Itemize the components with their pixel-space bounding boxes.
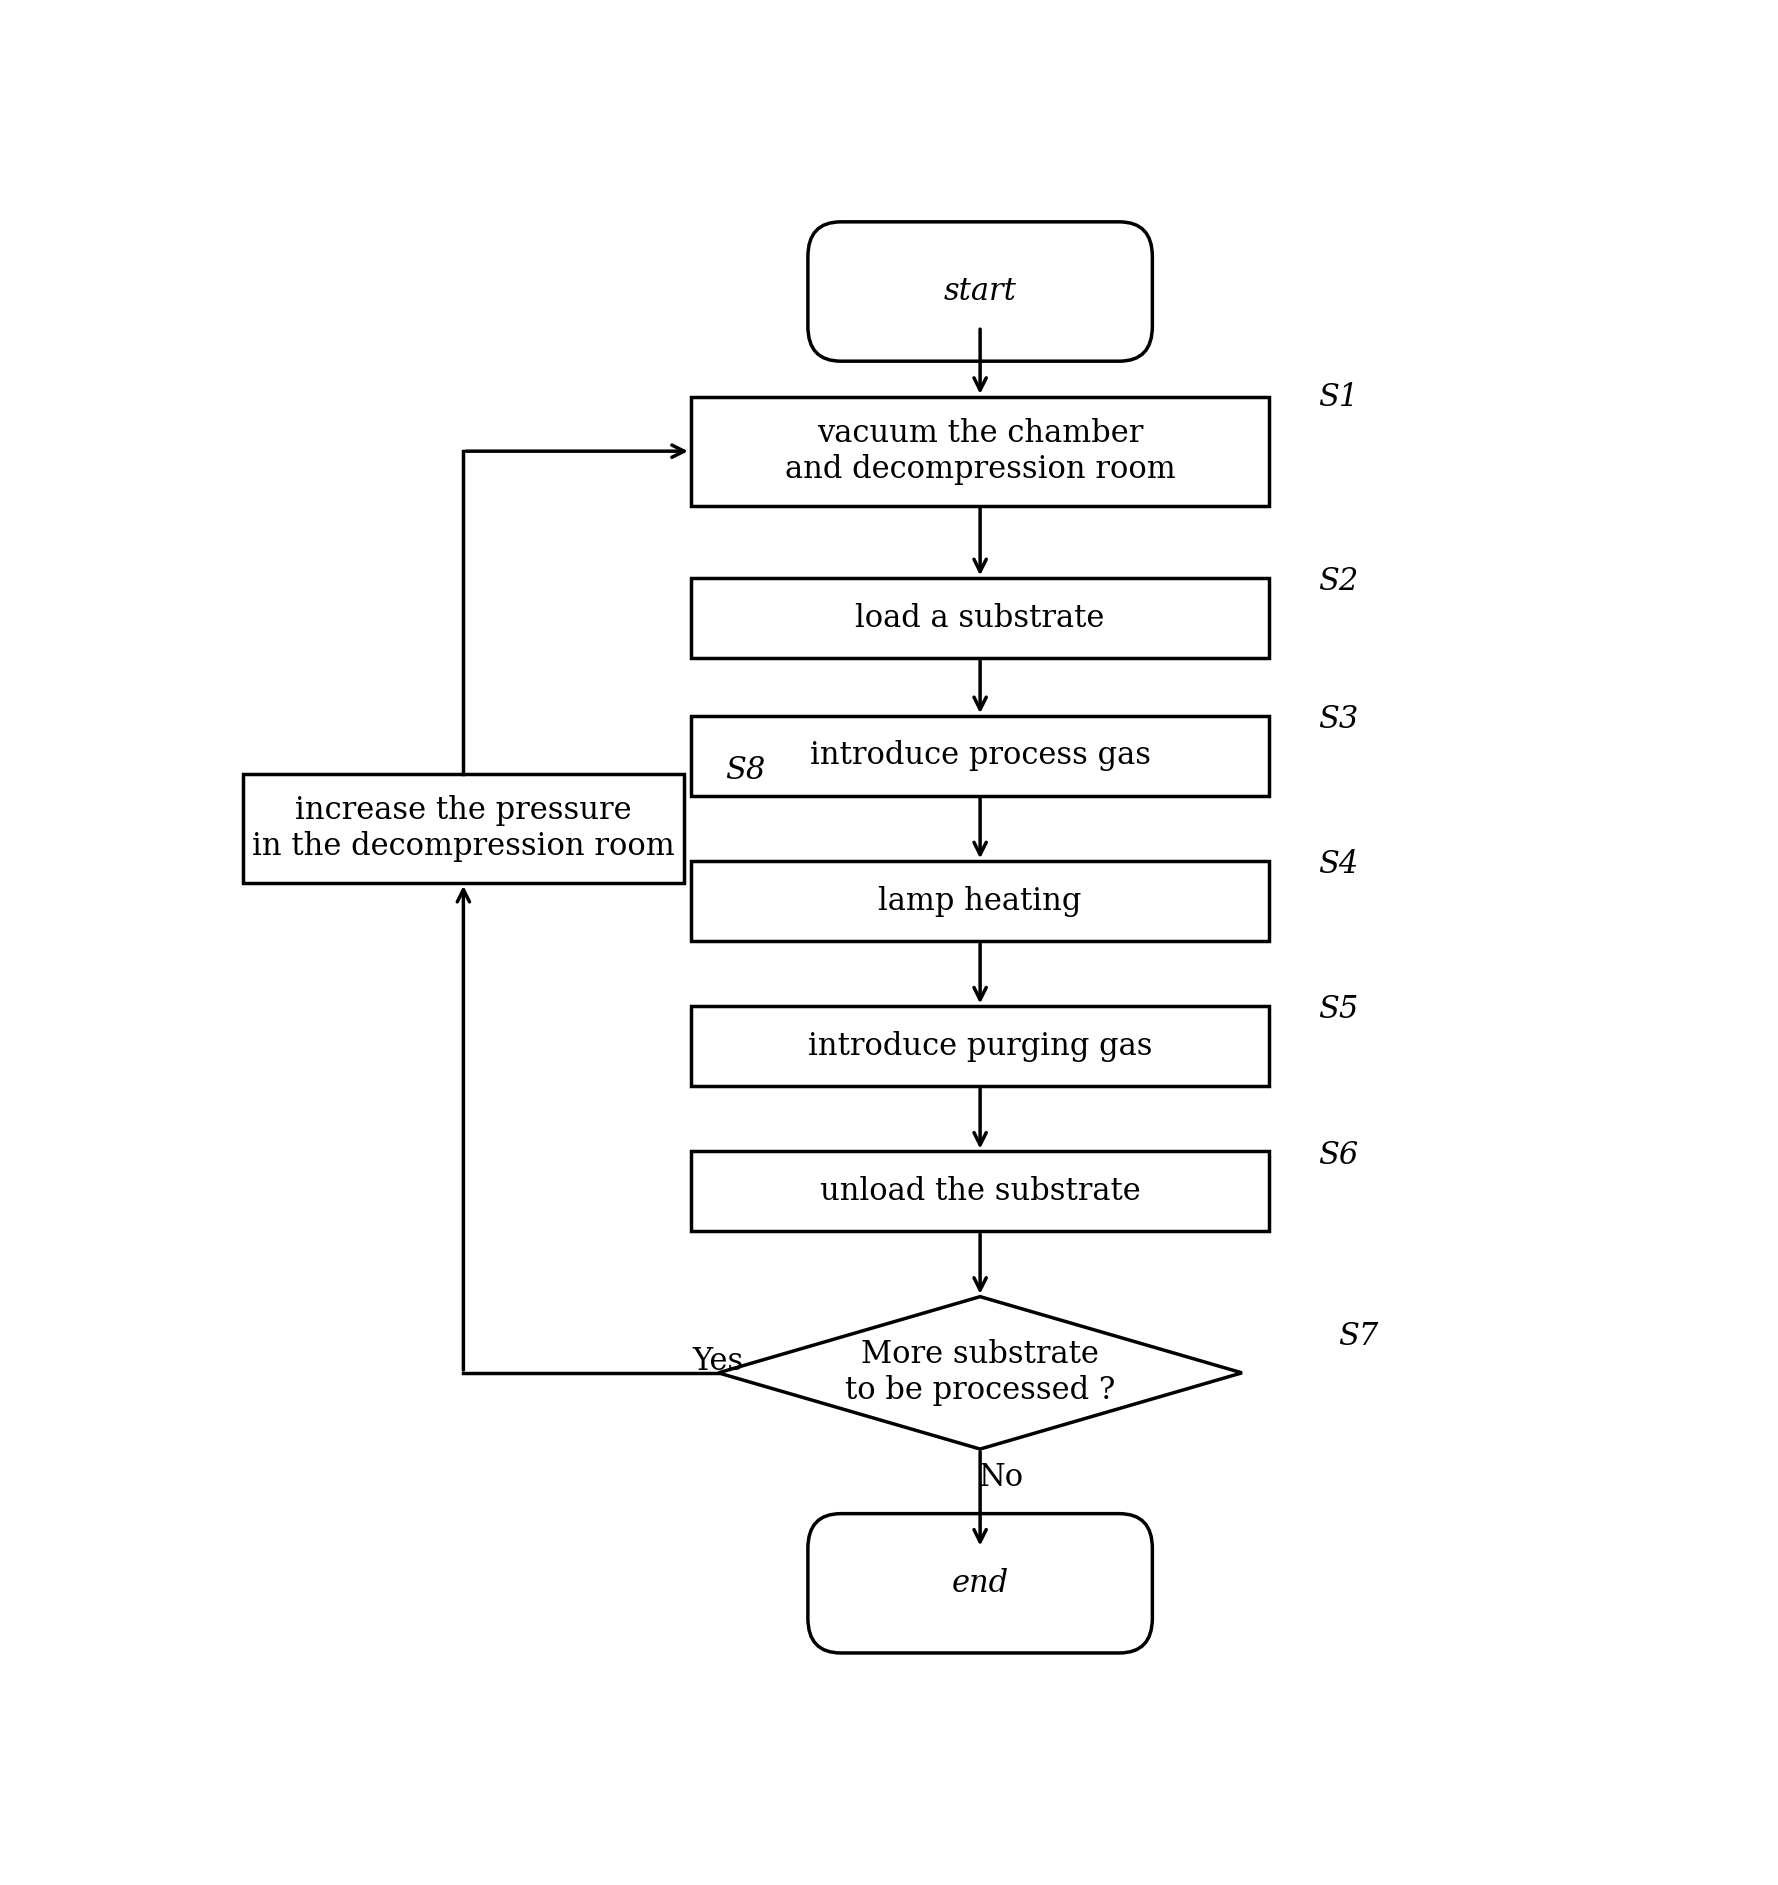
Bar xyxy=(692,1152,1269,1231)
Bar xyxy=(692,1007,1269,1086)
Text: introduce process gas: introduce process gas xyxy=(809,741,1150,771)
Text: introduce purging gas: introduce purging gas xyxy=(807,1031,1152,1061)
Text: S8: S8 xyxy=(725,756,766,786)
Bar xyxy=(692,579,1269,658)
Text: S3: S3 xyxy=(1317,705,1358,735)
Polygon shape xyxy=(718,1297,1241,1450)
Text: More substrate
to be processed ?: More substrate to be processed ? xyxy=(845,1340,1115,1406)
Bar xyxy=(692,396,1269,505)
Text: S5: S5 xyxy=(1317,995,1358,1025)
Text: S2: S2 xyxy=(1317,566,1358,598)
Bar xyxy=(692,716,1269,795)
Text: S7: S7 xyxy=(1339,1321,1378,1352)
Text: load a substrate: load a substrate xyxy=(855,603,1104,633)
Bar xyxy=(244,775,685,882)
Text: Yes: Yes xyxy=(693,1346,743,1376)
Text: start: start xyxy=(944,275,1017,307)
Text: end: end xyxy=(951,1568,1008,1598)
Text: S4: S4 xyxy=(1317,850,1358,880)
Text: No: No xyxy=(978,1463,1024,1493)
FancyBboxPatch shape xyxy=(807,222,1152,362)
Bar xyxy=(692,861,1269,941)
Text: lamp heating: lamp heating xyxy=(878,886,1081,916)
Text: increase the pressure
in the decompression room: increase the pressure in the decompressi… xyxy=(252,795,676,861)
Text: unload the substrate: unload the substrate xyxy=(820,1176,1140,1206)
Text: S1: S1 xyxy=(1317,383,1358,413)
Text: vacuum the chamber
and decompression room: vacuum the chamber and decompression roo… xyxy=(784,418,1175,484)
FancyBboxPatch shape xyxy=(807,1514,1152,1653)
Text: S6: S6 xyxy=(1317,1140,1358,1171)
